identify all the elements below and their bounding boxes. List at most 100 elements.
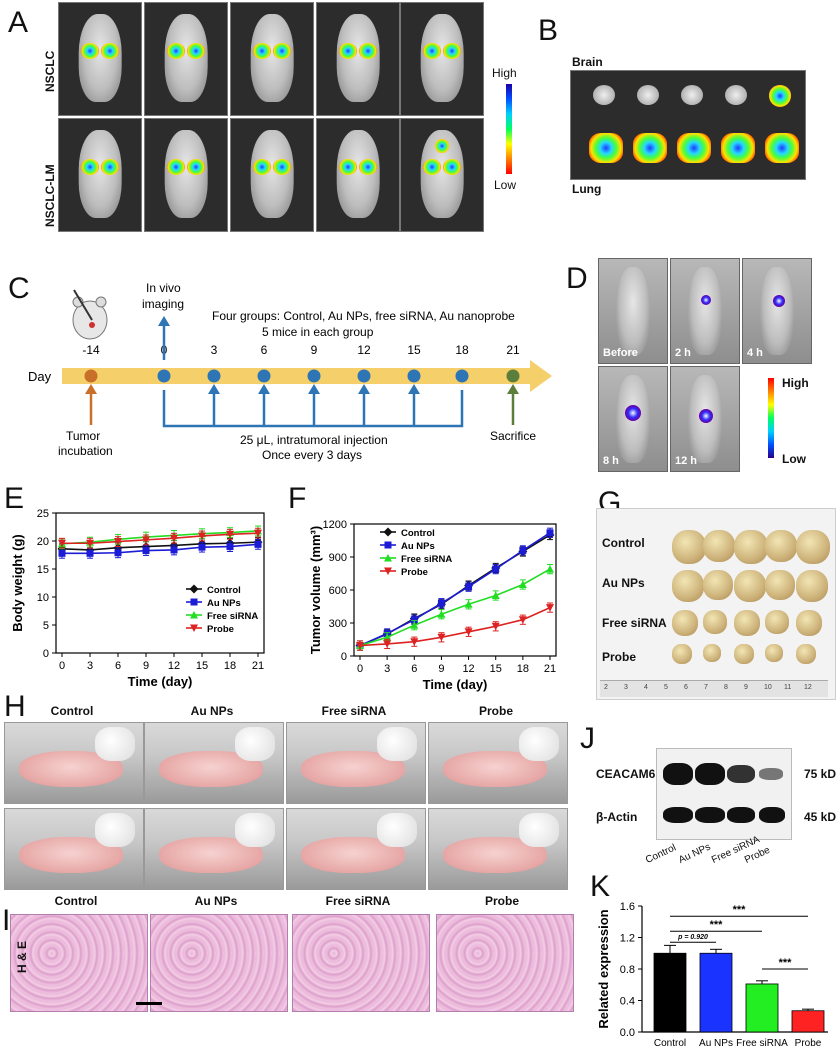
- glove: [377, 727, 417, 761]
- column-label: Free siRNA: [325, 894, 391, 908]
- tumor-sample: [703, 644, 721, 662]
- organ-image: [570, 70, 806, 180]
- y-tick-label: 1.2: [620, 933, 635, 945]
- y-tick-label: 15: [37, 564, 49, 576]
- series-line: [62, 543, 259, 555]
- invivo-label-2: imaging: [142, 297, 184, 311]
- signal-blob: [423, 43, 441, 59]
- tumor-sample: [703, 530, 735, 562]
- ruler-number: 4: [644, 684, 648, 691]
- y-axis-label: Tumor volume (mm³): [308, 526, 323, 654]
- tumor-sample: [765, 530, 797, 562]
- y-tick-label: 600: [329, 585, 347, 597]
- mouse-image: [400, 2, 484, 116]
- data-point: [86, 539, 94, 548]
- data-point: [465, 583, 473, 591]
- lung-signal: [677, 133, 711, 163]
- timepoint-image: 12 h: [670, 366, 740, 472]
- y-tick-label: 900: [329, 552, 347, 564]
- mouse-image: [400, 118, 484, 232]
- panel-a-scale-high: High: [492, 66, 517, 80]
- column-label: Au NPs: [194, 894, 238, 908]
- tumor-row-label: Probe: [602, 650, 637, 664]
- x-tick-label: Probe: [795, 1038, 822, 1049]
- timepoint-label: 4 h: [747, 347, 763, 359]
- column-label: Control: [50, 704, 94, 718]
- legend-label: Probe: [207, 624, 234, 635]
- band-actin-control: [663, 807, 693, 823]
- data-point: [546, 529, 554, 537]
- legend-marker: [190, 624, 198, 632]
- signal-blob: [187, 43, 205, 59]
- timeline-dot: [307, 369, 321, 383]
- he-image: [436, 914, 574, 1012]
- brain-tissue: [637, 85, 659, 105]
- significance-label: ***: [779, 957, 793, 969]
- timepoint-label: 12 h: [675, 455, 698, 467]
- panel-label-d: D: [566, 262, 588, 295]
- legend-marker: [384, 567, 392, 575]
- legend-label: Free siRNA: [401, 554, 452, 565]
- signal-blob: [101, 159, 119, 175]
- y-tick-label: 0.4: [620, 996, 635, 1008]
- row-label: H & E: [15, 941, 29, 974]
- tumor-sample: [796, 610, 822, 636]
- day-tick-label: 9: [311, 343, 318, 357]
- data-point: [226, 530, 234, 539]
- tumor-sample: [734, 530, 768, 564]
- data-point: [356, 642, 364, 650]
- glove: [377, 813, 417, 847]
- tumor-sample: [765, 610, 789, 634]
- he-image: [150, 914, 288, 1012]
- panel-label-j: J: [580, 722, 595, 755]
- timepoint-image: 2 h: [670, 258, 740, 364]
- x-tick-label: 12: [462, 663, 474, 675]
- mouse-photo: [144, 722, 284, 804]
- x-tick-label: 15: [490, 663, 502, 675]
- legend-label: Probe: [401, 567, 428, 578]
- y-tick-label: 5: [43, 620, 49, 632]
- legend-label: Free siRNA: [207, 611, 258, 622]
- signal-blob: [81, 159, 99, 175]
- band-ceacam6-control: [663, 763, 693, 785]
- timeline-dot: [506, 369, 520, 383]
- panel-d-scale-low: Low: [782, 452, 806, 466]
- timeline-dot: [84, 369, 98, 383]
- mouse-image: [230, 2, 314, 116]
- legend-label: Control: [207, 585, 241, 596]
- tumor-label-2: incubation: [58, 444, 113, 458]
- mouse-photo: [144, 808, 284, 890]
- tumor-sample: [765, 644, 783, 662]
- data-point: [464, 628, 473, 636]
- tumor-label-1: Tumor: [66, 429, 100, 443]
- series-line: [61, 530, 259, 545]
- series-line: [61, 541, 259, 551]
- y-tick-label: 20: [37, 536, 49, 548]
- y-tick-label: 0.8: [620, 964, 635, 976]
- data-point: [491, 591, 500, 599]
- x-tick-label: Control: [654, 1038, 686, 1049]
- tumor-sample: [734, 570, 766, 602]
- tumor-row-label: Control: [602, 536, 645, 550]
- signal-blob: [625, 405, 641, 421]
- column-label: Free siRNA: [321, 704, 387, 718]
- row-label-nsclc: NSCLC: [43, 50, 57, 92]
- timeline-dot: [257, 369, 271, 383]
- data-point: [58, 549, 66, 557]
- x-tick-label: 18: [224, 660, 236, 672]
- glove: [519, 813, 559, 847]
- series-line: [359, 606, 551, 647]
- mouse-photo: [428, 722, 568, 804]
- data-point: [86, 549, 94, 557]
- protein-label-actin: β-Actin: [596, 810, 638, 824]
- signal-blob: [187, 159, 205, 175]
- signal-blob: [253, 159, 271, 175]
- legend-marker: [189, 584, 199, 594]
- signal-blob: [273, 43, 291, 59]
- organ-label-brain: Brain: [572, 55, 603, 69]
- significance-label: ***: [710, 919, 724, 931]
- x-tick-label: Free siRNA: [736, 1038, 788, 1049]
- column-label: Control: [54, 894, 98, 908]
- tumor-sample: [672, 610, 698, 636]
- mouse-photo: [286, 722, 426, 804]
